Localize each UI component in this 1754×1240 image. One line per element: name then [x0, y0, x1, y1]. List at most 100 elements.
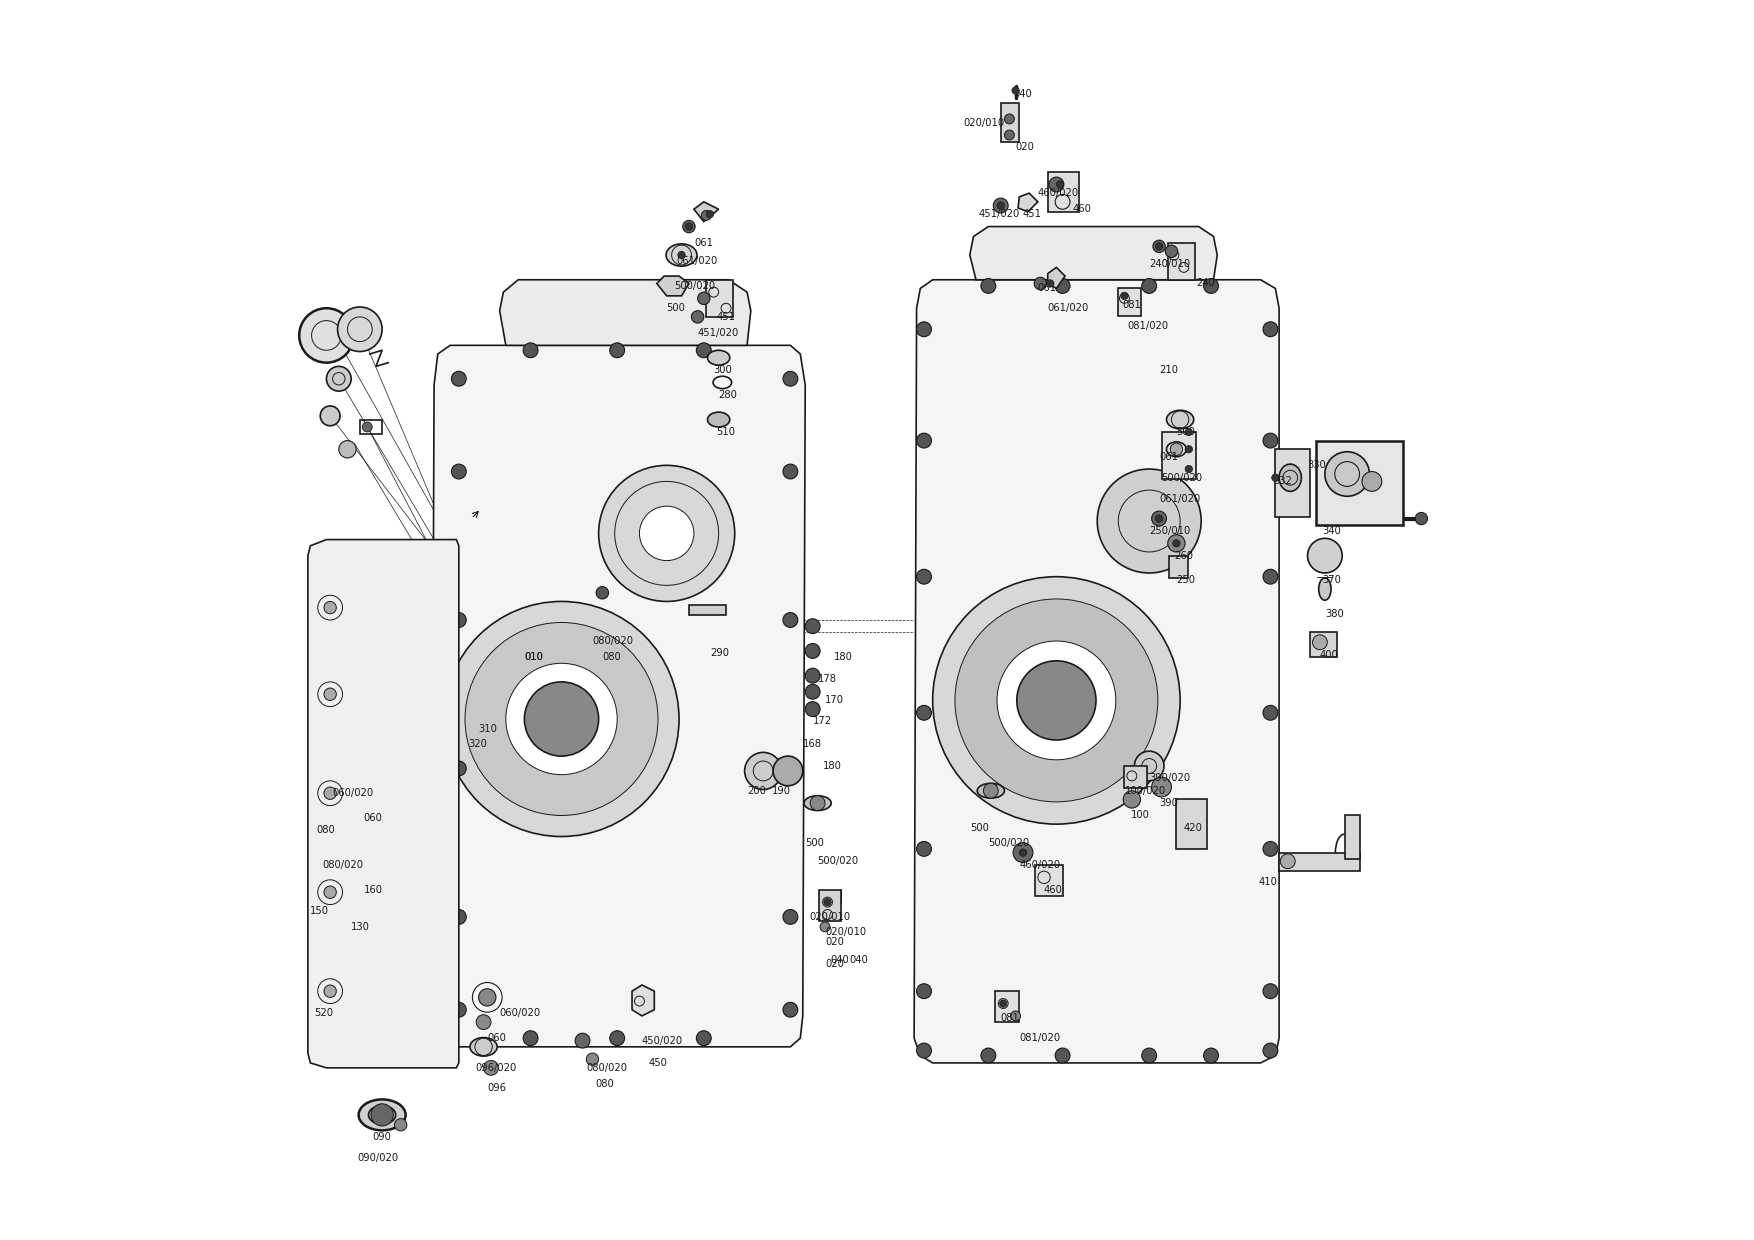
Circle shape	[1263, 569, 1279, 584]
Text: 020/010: 020/010	[809, 911, 851, 921]
Bar	[1310, 632, 1337, 657]
Text: 061: 061	[1159, 451, 1179, 461]
Text: 081/020: 081/020	[1126, 321, 1168, 331]
Text: 250/010: 250/010	[1149, 526, 1191, 536]
Text: 510: 510	[716, 427, 735, 436]
Text: 500/020: 500/020	[674, 281, 716, 291]
Text: 010: 010	[524, 652, 544, 662]
Text: 060/020: 060/020	[500, 1008, 540, 1018]
Circle shape	[1173, 539, 1180, 547]
Text: 200: 200	[747, 786, 766, 796]
Bar	[1161, 432, 1196, 479]
Polygon shape	[309, 539, 460, 1068]
Circle shape	[451, 761, 467, 776]
Text: 090/020: 090/020	[358, 1153, 398, 1163]
Text: 150: 150	[310, 905, 330, 916]
Circle shape	[824, 898, 831, 905]
Circle shape	[610, 343, 624, 357]
Circle shape	[782, 761, 798, 776]
Bar	[995, 991, 1019, 1022]
Circle shape	[465, 622, 658, 816]
Circle shape	[321, 405, 340, 425]
Circle shape	[1000, 999, 1007, 1007]
Text: 020: 020	[824, 959, 844, 968]
Ellipse shape	[977, 784, 1005, 799]
Text: 080: 080	[595, 1079, 614, 1089]
Circle shape	[640, 506, 695, 560]
Ellipse shape	[667, 244, 696, 267]
Text: 320: 320	[468, 739, 488, 749]
Text: 460/020: 460/020	[1019, 861, 1061, 870]
Circle shape	[1203, 1048, 1219, 1063]
Text: 420: 420	[1184, 823, 1203, 833]
Circle shape	[1142, 1048, 1156, 1063]
Circle shape	[324, 985, 337, 997]
Bar	[360, 419, 382, 434]
Circle shape	[782, 464, 798, 479]
Text: 300: 300	[714, 365, 733, 374]
Text: 370: 370	[1323, 575, 1342, 585]
Circle shape	[372, 1104, 393, 1126]
Circle shape	[677, 252, 686, 259]
Circle shape	[1263, 322, 1279, 337]
Circle shape	[707, 211, 714, 218]
Circle shape	[1263, 842, 1279, 857]
Ellipse shape	[707, 350, 730, 365]
Text: 096: 096	[488, 1083, 507, 1092]
Text: 080/020: 080/020	[586, 1063, 628, 1073]
Text: 172: 172	[812, 717, 831, 727]
Circle shape	[1005, 114, 1014, 124]
Text: 040: 040	[830, 955, 849, 965]
Circle shape	[691, 311, 703, 324]
Text: 290: 290	[710, 649, 730, 658]
Circle shape	[1047, 280, 1054, 288]
Text: 160: 160	[363, 884, 382, 895]
Text: 250: 250	[1177, 575, 1196, 585]
Text: 040: 040	[1014, 89, 1031, 99]
Circle shape	[980, 279, 996, 294]
Circle shape	[1049, 177, 1065, 192]
Circle shape	[324, 688, 337, 701]
Polygon shape	[500, 280, 751, 345]
Circle shape	[1152, 241, 1165, 253]
Text: 190: 190	[772, 786, 791, 796]
Circle shape	[586, 1053, 598, 1065]
Circle shape	[984, 784, 998, 799]
Circle shape	[1017, 661, 1096, 740]
Text: 040: 040	[849, 955, 868, 965]
Text: 061: 061	[695, 238, 712, 248]
Text: 020: 020	[1016, 143, 1035, 153]
Circle shape	[444, 601, 679, 837]
Circle shape	[451, 464, 467, 479]
Circle shape	[686, 223, 693, 231]
Circle shape	[1312, 635, 1328, 650]
Text: 178: 178	[817, 675, 837, 684]
Bar	[1275, 449, 1310, 517]
Circle shape	[810, 796, 824, 811]
Circle shape	[1123, 791, 1140, 808]
Text: 500: 500	[1177, 427, 1194, 436]
Text: 010: 010	[524, 652, 544, 662]
Circle shape	[324, 601, 337, 614]
Text: 130: 130	[351, 921, 370, 931]
Text: 310: 310	[479, 724, 498, 734]
Circle shape	[917, 569, 931, 584]
Circle shape	[1165, 246, 1177, 258]
Circle shape	[363, 422, 372, 432]
Circle shape	[1135, 751, 1165, 781]
Circle shape	[610, 1030, 624, 1045]
Polygon shape	[631, 985, 654, 1016]
Ellipse shape	[707, 412, 730, 427]
Bar	[1035, 866, 1063, 897]
Circle shape	[1142, 279, 1156, 294]
Text: 390: 390	[1159, 799, 1179, 808]
Bar	[1119, 289, 1140, 316]
Ellipse shape	[1319, 578, 1331, 600]
Text: 500: 500	[667, 304, 686, 314]
Text: 060: 060	[488, 1033, 507, 1043]
Circle shape	[524, 682, 598, 756]
Ellipse shape	[368, 1106, 396, 1125]
Text: 100: 100	[1131, 811, 1149, 821]
Text: 330: 330	[1307, 460, 1326, 470]
Circle shape	[484, 1060, 498, 1075]
